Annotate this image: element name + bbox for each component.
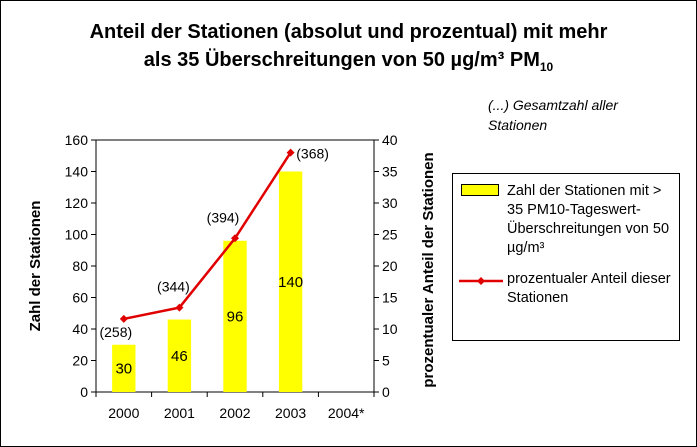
y-right-tick-label: 20	[382, 258, 398, 274]
y-right-tick-label: 30	[382, 195, 398, 211]
total-stations-label: (344)	[157, 279, 190, 295]
line-point	[286, 148, 295, 157]
y-left-tick-label: 80	[72, 258, 88, 274]
y-left-tick-label: 120	[65, 195, 89, 211]
total-stations-label: (394)	[207, 209, 240, 225]
title-line-2-text: als 35 Überschreitungen von 50 µg/m³ PM	[143, 49, 540, 71]
bar	[112, 344, 136, 392]
series-line	[123, 151, 292, 321]
y-left-tick-label: 40	[72, 321, 88, 337]
legend-bar-swatch	[461, 184, 499, 196]
total-stations-label: (258)	[99, 324, 132, 340]
bar	[167, 319, 192, 392]
y-right-tick-label: 0	[382, 384, 390, 400]
chart-title: Anteil der Stationen (absolut und prozen…	[0, 18, 697, 81]
total-stations-label: (368)	[296, 146, 329, 162]
legend-line-swatch	[459, 277, 503, 285]
x-tick-label: 2002	[219, 405, 250, 421]
legend-bar-label: Zahl der Stationen mit > 35 PM10-Tageswe…	[507, 183, 670, 256]
y-left-tick-label: 0	[80, 384, 88, 400]
line-point	[175, 303, 184, 312]
bar-value-label: 140	[278, 274, 303, 291]
y-right-tick-label: 15	[382, 290, 398, 306]
title-line-2: als 35 Überschreitungen von 50 µg/m³ PM1…	[0, 46, 697, 81]
bar-value-label: 30	[115, 360, 132, 377]
x-tick-label: 2003	[275, 405, 306, 421]
bar-value-label: 46	[171, 348, 188, 365]
title-subscript: 10	[539, 60, 554, 74]
y-right-tick-label: 5	[382, 353, 390, 369]
totals-note: (...) Gesamtzahl aller Stationen	[488, 97, 618, 133]
title-line-1: Anteil der Stationen (absolut und prozen…	[89, 21, 608, 43]
y-right-tick-label: 40	[382, 132, 398, 148]
y-left-tick-label: 60	[72, 290, 88, 306]
line-point	[231, 234, 239, 243]
y-right-tick-label: 25	[382, 227, 398, 243]
y-left-tick-label: 160	[65, 132, 89, 148]
y-left-axis-title: Zahl der Stationen	[27, 201, 44, 332]
legend-line-label: prozentualer Anteil dieser Stationen	[507, 271, 671, 306]
x-tick-label: 2000	[108, 405, 139, 421]
chart-legend: Zahl der Stationen mit > 35 PM10-Tageswe…	[452, 173, 680, 341]
line-point	[119, 314, 128, 323]
y-right-axis-title: prozentualer Anteil der Stationen	[420, 152, 437, 387]
y-left-tick-label: 140	[65, 164, 89, 180]
bar	[278, 171, 303, 392]
y-right-tick-label: 10	[382, 321, 398, 337]
y-left-tick-label: 20	[72, 353, 88, 369]
bar-value-label: 96	[227, 308, 244, 325]
y-left-tick-label: 100	[65, 227, 89, 243]
x-tick-label: 2001	[164, 405, 195, 421]
x-tick-label: 2004*	[328, 405, 365, 421]
y-right-tick-label: 35	[382, 164, 398, 180]
bar	[223, 240, 247, 392]
